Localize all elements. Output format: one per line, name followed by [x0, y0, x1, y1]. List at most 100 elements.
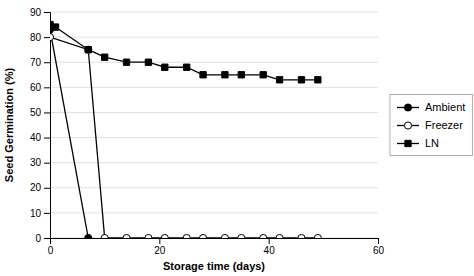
- legend-entry: LN: [397, 137, 439, 149]
- tick-label: 70: [30, 57, 42, 68]
- data-point: [221, 234, 228, 238]
- grid-line: [50, 137, 378, 138]
- data-point: [260, 72, 266, 78]
- grid-line: [50, 162, 378, 163]
- data-point: [222, 72, 228, 78]
- legend-frame: [390, 95, 472, 156]
- axis-line: [44, 13, 51, 239]
- tick-mark: [44, 62, 50, 63]
- tick-label: 20: [154, 245, 166, 256]
- data-point: [50, 34, 54, 41]
- tick: 0: [35, 233, 50, 244]
- tick-mark: [44, 163, 50, 164]
- data-point: [315, 77, 321, 83]
- y-axis: 0 10 20 30 40 50 60 70 80 90: [30, 7, 51, 244]
- legend-label: LN: [425, 137, 439, 149]
- tick-mark: [44, 37, 50, 38]
- legend-symbol: [404, 104, 411, 111]
- series-layer: [50, 21, 321, 238]
- grid: [50, 12, 378, 238]
- tick-label: 30: [30, 157, 42, 168]
- legend-label: Ambient: [425, 101, 465, 113]
- tick-mark: [44, 12, 50, 13]
- grid-line: [50, 112, 378, 113]
- data-point: [52, 24, 58, 30]
- tick: 20: [30, 182, 50, 193]
- series-line: [50, 25, 318, 80]
- legend-symbol: [405, 140, 411, 146]
- data-point: [161, 234, 168, 238]
- data-point: [123, 59, 129, 65]
- data-point: [199, 234, 206, 238]
- data-point: [85, 46, 92, 53]
- tick-mark: [44, 238, 50, 239]
- tick: 90: [30, 7, 50, 18]
- data-point: [184, 64, 190, 70]
- grid-line: [50, 187, 378, 188]
- tick: 40: [30, 132, 50, 143]
- tick: 60: [30, 82, 50, 93]
- data-point: [102, 54, 108, 60]
- grid-line: [50, 37, 378, 38]
- legend-label: Freezer: [425, 119, 463, 131]
- data-point: [162, 64, 168, 70]
- data-point: [200, 72, 206, 78]
- data-point: [276, 77, 282, 83]
- chart: 0 20 40 60 0 10 20 30 40 50 60 70 80 90 Storage time (…: [0, 0, 474, 276]
- series-line: [50, 37, 318, 238]
- grid-line: [50, 12, 378, 13]
- tick-label: 10: [30, 208, 42, 219]
- data-point: [238, 72, 244, 78]
- tick-mark: [269, 238, 270, 244]
- tick-label: 60: [373, 245, 385, 256]
- tick: 0: [48, 238, 54, 256]
- tick: 50: [30, 107, 50, 118]
- series-line: [50, 30, 88, 238]
- data-point: [238, 234, 245, 238]
- grid-line: [50, 62, 378, 63]
- data-point: [123, 234, 130, 238]
- data-point: [276, 234, 283, 238]
- x-axis-title: Storage time (days): [163, 260, 265, 272]
- data-point: [85, 234, 92, 238]
- tick-label: 0: [48, 245, 54, 256]
- data-point: [183, 234, 190, 238]
- grid-line: [50, 212, 378, 213]
- tick-mark: [44, 188, 50, 189]
- y-axis-title: Seed Germination (%): [3, 68, 15, 183]
- tick: 40: [264, 238, 276, 256]
- tick-mark: [159, 238, 160, 244]
- tick-mark: [44, 112, 50, 113]
- tick-label: 60: [30, 82, 42, 93]
- data-point: [298, 234, 305, 238]
- legend-symbol: [404, 122, 411, 129]
- axis-line: [51, 239, 379, 245]
- tick-mark: [44, 213, 50, 214]
- tick-mark: [44, 87, 50, 88]
- data-point: [85, 47, 91, 53]
- tick-label: 0: [35, 233, 41, 244]
- data-point: [314, 234, 321, 238]
- tick: 10: [30, 208, 50, 219]
- tick-mark: [378, 238, 379, 244]
- tick-label: 40: [264, 245, 276, 256]
- tick: 20: [154, 238, 166, 256]
- tick-mark: [44, 138, 50, 139]
- tick-label: 90: [30, 7, 42, 18]
- tick: 80: [30, 32, 50, 43]
- legend-entry: Freezer: [397, 119, 463, 131]
- data-point: [101, 234, 108, 238]
- tick: 60: [373, 238, 385, 256]
- legend-entry: Ambient: [397, 101, 465, 113]
- data-point: [298, 77, 304, 83]
- data-point: [145, 59, 151, 65]
- tick: 70: [30, 57, 50, 68]
- tick-label: 50: [30, 107, 42, 118]
- tick: 30: [30, 157, 50, 168]
- data-point: [260, 234, 267, 238]
- tick-label: 80: [30, 32, 42, 43]
- legend: Ambient Freezer LN: [390, 95, 472, 156]
- plot-area: 0 20 40 60 0 10 20 30 40 50 60 70 80 90: [30, 7, 385, 256]
- x-axis: 0 20 40 60: [48, 238, 385, 256]
- tick-label: 40: [30, 132, 42, 143]
